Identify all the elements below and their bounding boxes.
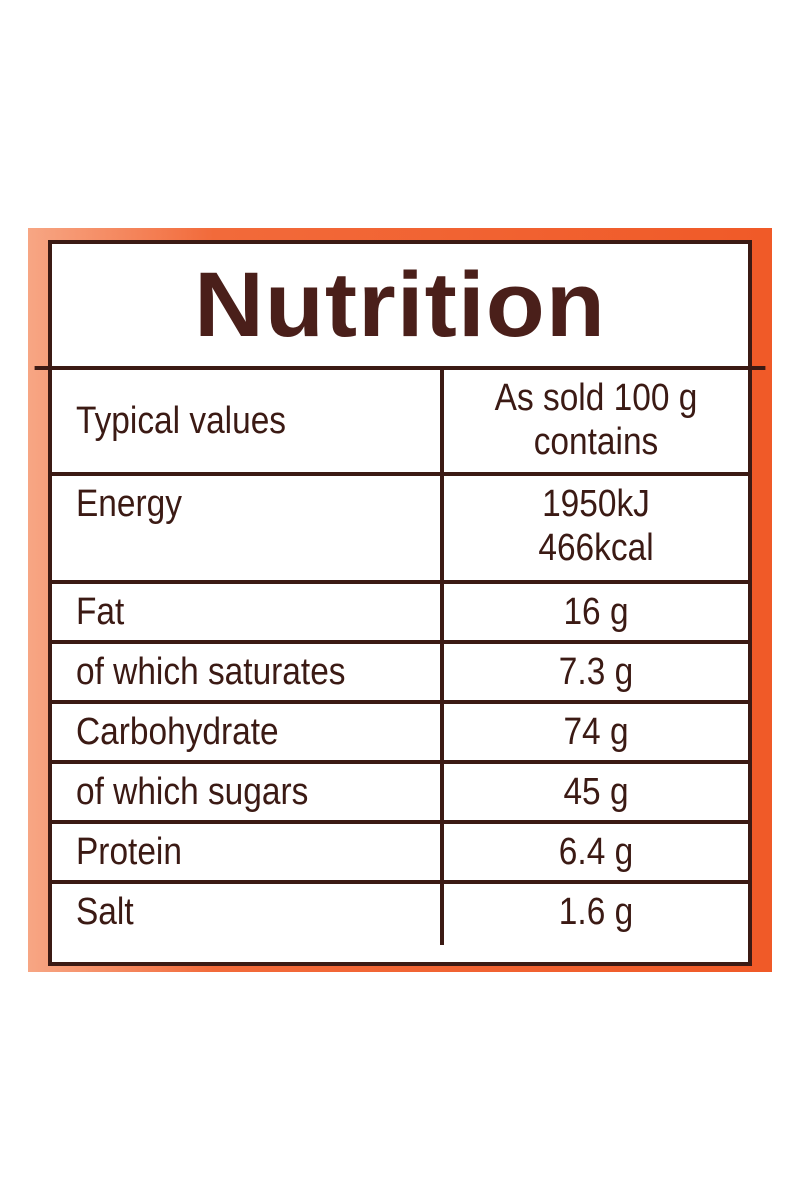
nutrient-cell: Typical values — [52, 370, 444, 476]
value-cell: 7.3 g — [440, 640, 748, 704]
value-cell: 6.4 g — [440, 820, 748, 884]
table-row: Fat 16 g — [52, 580, 748, 644]
nutrition-panel: Nutrition Typical values As sold 100 g con… — [34, 240, 766, 966]
nutrient-cell: of which saturates — [52, 640, 444, 704]
nutrient-cell: Carbohydrate — [52, 700, 444, 764]
nutrient-cell: Protein — [52, 820, 444, 884]
table-row: Carbohydrate 74 g — [52, 700, 748, 764]
nutrient-cell: Fat — [52, 580, 444, 644]
nutrient-cell: of which sugars — [52, 760, 444, 824]
cell-text: 16 g — [563, 591, 629, 633]
title: Nutrition — [34, 244, 766, 370]
cell-text: Fat — [76, 591, 125, 633]
cell-text: of which saturates — [76, 651, 346, 693]
value-cell: As sold 100 g contains — [440, 370, 748, 476]
value-cell: 1.6 g — [440, 880, 748, 945]
cell-text: Salt — [76, 891, 134, 933]
cell-text: contains — [533, 421, 659, 463]
table-row: Typical values As sold 100 g contains — [52, 370, 748, 476]
nutrient-cell: Energy — [52, 472, 444, 584]
cell-text: Carbohydrate — [76, 711, 279, 753]
nutrition-table: Typical values As sold 100 g contains Energ… — [52, 370, 748, 945]
table-row: Energy 1950kJ 466kcal — [52, 472, 748, 584]
table-row: Protein 6.4 g — [52, 820, 748, 884]
cell-text: of which sugars — [76, 771, 309, 813]
cell-text: As sold 100 g — [494, 377, 698, 419]
cell-text: 7.3 g — [558, 651, 634, 693]
table-row: of which saturates 7.3 g — [52, 640, 748, 704]
table-row: of which sugars 45 g — [52, 760, 748, 824]
cell-text: Energy — [76, 483, 182, 525]
cell-text: 45 g — [563, 771, 629, 813]
value-cell: 1950kJ 466kcal — [440, 472, 748, 584]
cell-text: Typical values — [76, 400, 287, 442]
cell-text: 74 g — [563, 711, 629, 753]
cell-text: Protein — [76, 831, 182, 873]
cell-text: 466kcal — [538, 527, 654, 569]
cell-text: 1.6 g — [558, 891, 634, 933]
value-cell: 16 g — [440, 580, 748, 644]
value-cell: 45 g — [440, 760, 748, 824]
cell-text: 1950kJ — [542, 483, 650, 525]
nutrient-cell: Salt — [52, 880, 444, 945]
table-row: Salt 1.6 g — [52, 880, 748, 945]
value-cell: 74 g — [440, 700, 748, 764]
cell-text: 6.4 g — [558, 831, 634, 873]
label-frame: Nutrition Typical values As sold 100 g con… — [28, 228, 772, 972]
